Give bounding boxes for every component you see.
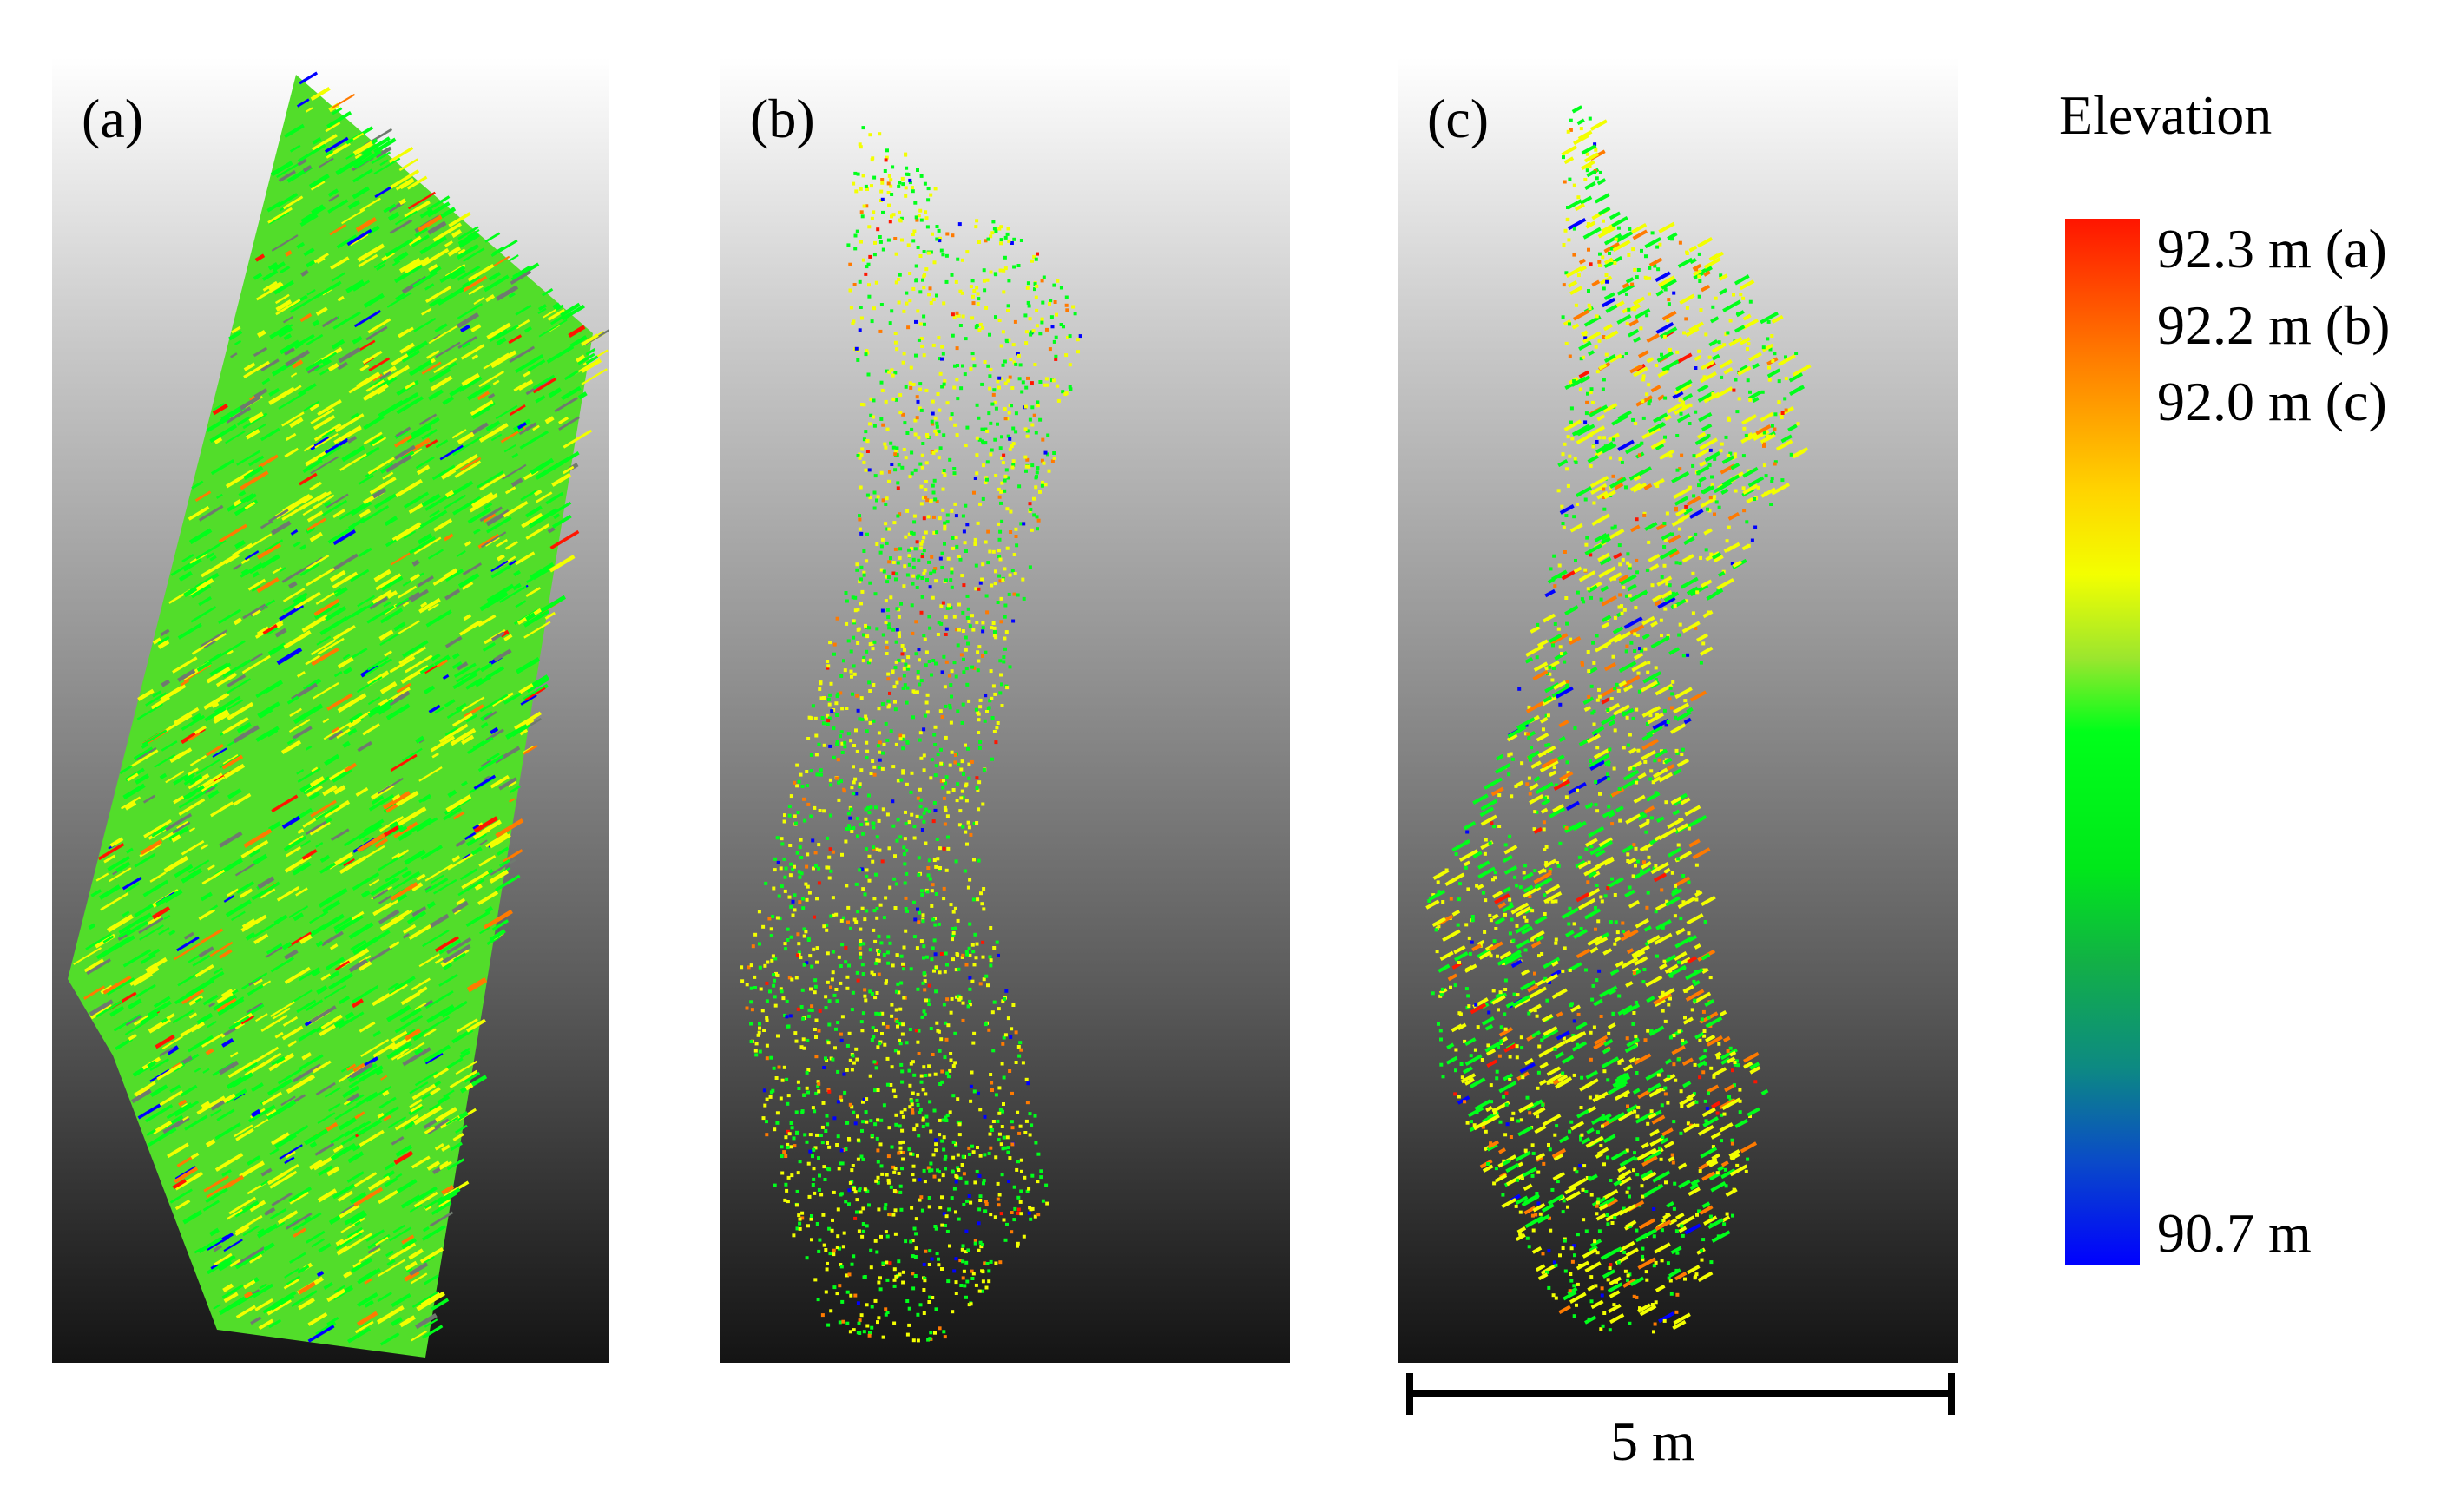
colorbar-max-label-c: 92.0 m (c): [2157, 371, 2387, 432]
point-cloud-a-streaks: [73, 71, 609, 1346]
colorbar-max-label-b: 92.2 m (b): [2157, 294, 2391, 356]
point-cloud-b-points: [740, 126, 1082, 1343]
panel-a-dense-point-cloud: (a): [52, 57, 609, 1363]
scale-bar: [1406, 1373, 1955, 1415]
panel-b-sparse-point-cloud: (b): [720, 57, 1290, 1363]
scale-bar-label: 5 m: [1610, 1410, 1695, 1472]
colorbar-max-label-a: 92.3 m (a): [2157, 218, 2387, 279]
point-cloud-a: [68, 71, 609, 1358]
point-cloud-b: [740, 126, 1082, 1343]
panel-a-label: (a): [82, 88, 144, 149]
panel-c-line-point-cloud: (c): [1398, 57, 1958, 1363]
elevation-colorbar: [2065, 219, 2140, 1265]
legend-title: Elevation: [2059, 84, 2273, 146]
panel-c-label: (c): [1427, 88, 1490, 149]
panel-b-label: (b): [750, 88, 815, 149]
point-cloud-c: [1425, 105, 1812, 1334]
colorbar-min-label: 90.7 m: [2157, 1202, 2312, 1264]
point-cloud-c-points: [1425, 105, 1812, 1334]
